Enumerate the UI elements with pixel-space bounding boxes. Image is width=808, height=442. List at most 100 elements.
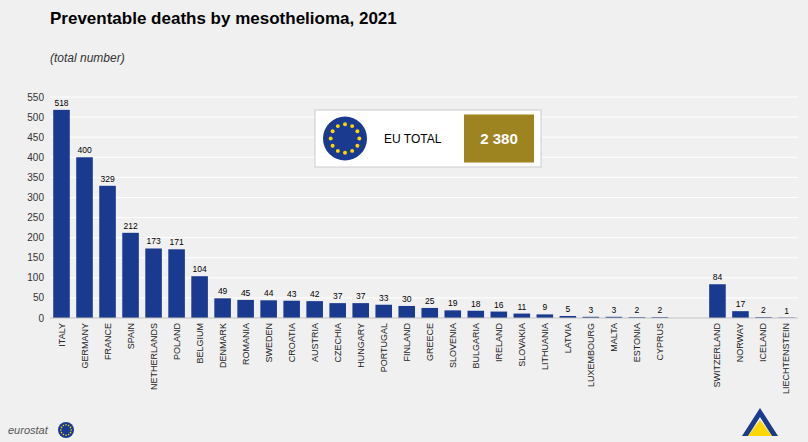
bar [214,298,231,318]
bar [398,306,415,318]
bar [421,308,438,318]
eu-flag-star [343,151,347,155]
y-tick-label: 450 [27,132,44,143]
grid-line [50,97,798,98]
bar [99,186,116,318]
eu-flag-star [65,424,67,426]
x-tick-label: ESTONIA [632,323,642,362]
data-label: 104 [193,264,207,274]
x-tick-label: POLAND [172,323,182,361]
x-tick-label: LUXEMBOURG [586,323,596,387]
eu-flag-star [357,137,361,141]
bar [168,249,185,318]
annotation-value-box [464,115,534,163]
annotation-value: 2 380 [480,130,518,147]
x-tick-label: CZECHIA [333,323,343,363]
bar [145,248,162,318]
y-tick-label: 350 [27,172,44,183]
data-label: 17 [736,299,746,309]
data-label: 18 [471,299,481,309]
bar [537,314,554,318]
data-label: 30 [402,294,412,304]
data-label: 3 [612,305,617,315]
data-label: 9 [542,302,547,312]
annotation-label: EU TOTAL [384,132,442,146]
eu-flag-star [350,124,354,128]
eu-flag-star [68,434,70,436]
eu-flag [58,422,74,438]
eu-flag [323,117,367,161]
data-label: 37 [356,291,366,301]
data-label: 173 [146,236,160,246]
bar [467,311,484,318]
data-label: 16 [494,300,504,310]
bar [283,301,300,318]
y-tick-label: 50 [33,292,45,303]
bars [53,110,795,318]
eu-flag-circle [58,422,74,438]
x-tick-label: PORTUGAL [379,323,389,372]
eu-flag-star [68,425,70,427]
eu-flag-star [331,144,335,148]
x-tick-label: CROATIA [287,323,297,362]
data-label: 49 [218,286,228,296]
bar [352,303,369,318]
eu-flag-star [336,124,340,128]
bar [76,157,93,318]
annotation-box [315,110,541,167]
chart: Preventable deaths by mesothelioma, 2021… [0,0,808,442]
y-tick-label: 250 [27,212,44,223]
grid-line [50,297,798,298]
x-tick-label: GERMANY [80,323,90,369]
y-tick-label: 400 [27,152,44,163]
x-tick-label: DENMARK [218,323,228,368]
eu-flag-star [70,427,72,429]
y-tick-label: 100 [27,272,44,283]
eu-flag-star [61,427,63,429]
bar [306,301,323,318]
data-label: 212 [123,221,137,231]
x-tick-label: NETHERLANDS [149,323,159,390]
data-label: 2 [761,305,766,315]
bar [375,305,392,318]
y-tick-label: 150 [27,252,44,263]
data-label: 171 [169,237,183,247]
bar [191,276,208,318]
eu-flag-star [343,122,347,126]
x-tick-label: AUSTRIA [310,323,320,362]
x-tick-label: SPAIN [126,323,136,349]
title: Preventable deaths by mesothelioma, 2021 [50,9,397,28]
eu-flag-star [350,149,354,153]
x-tick-label: CYPRUS [655,323,665,361]
data-label: 2 [658,305,663,315]
grid-line [50,318,798,319]
data-label: 329 [100,174,114,184]
data-label: 37 [333,291,343,301]
source-logo: eurostat [8,424,49,436]
grid-line [50,197,798,198]
subtitle: (total number) [50,51,125,65]
y-tick-label: 550 [27,92,44,103]
bar [444,310,461,318]
x-tick-label: HUNGARY [356,323,366,368]
grid-line [50,177,798,178]
x-tick-label: ROMANIA [241,323,251,365]
x-tick-label: ICELAND [758,323,768,363]
eu-flag-star [355,129,359,133]
eu-flag-star [70,429,72,431]
eu-flag-star [70,432,72,434]
eu-flag-star [65,434,67,436]
x-axis [50,318,798,319]
x-tick-label: SWITZERLAND [712,323,722,388]
data-label: 42 [310,289,320,299]
x-tick-label: LATVIA [563,323,573,353]
x-tick-label: IRELAND [494,323,504,363]
data-label: 45 [241,288,251,298]
x-tick-label: BULGARIA [471,323,481,369]
bar [237,300,254,318]
eu-flag-star [61,432,63,434]
bar [122,233,139,318]
x-tick-label: SLOVENIA [448,323,458,368]
data-label: 5 [565,304,570,314]
data-label: 1 [784,306,789,316]
